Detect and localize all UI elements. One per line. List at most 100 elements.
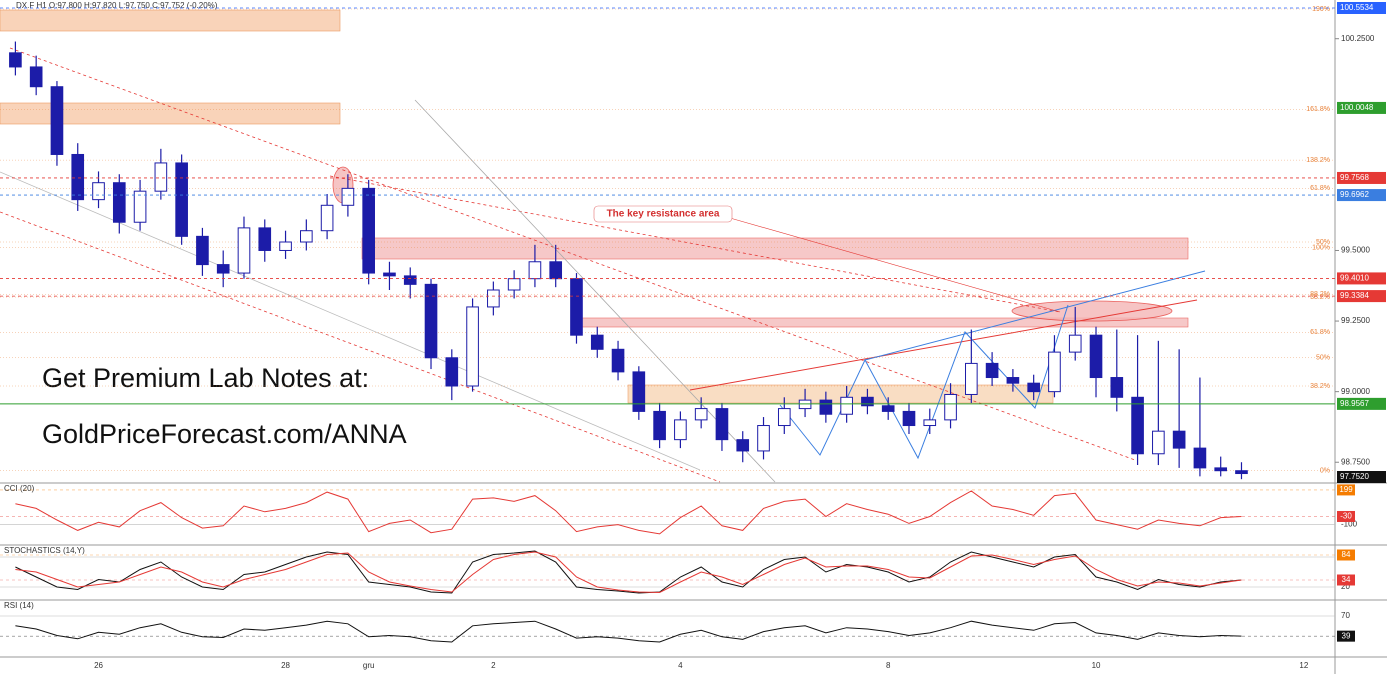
candle-body	[819, 399, 833, 415]
x-tick-label: 10	[1092, 661, 1101, 670]
price-badge	[1337, 290, 1386, 303]
candle-body	[300, 230, 313, 243]
candle-body	[71, 153, 85, 201]
zone	[361, 237, 1189, 260]
annotation-pointer	[729, 217, 1061, 313]
trend-line	[864, 270, 1206, 361]
candle-body	[112, 182, 126, 223]
y-tick-label: 99.2500	[1341, 316, 1370, 325]
value-badge-label: 84	[1342, 550, 1351, 559]
value-badge	[1337, 484, 1355, 496]
candle-body	[1110, 377, 1124, 398]
candle-body	[1068, 334, 1082, 353]
y-tick-label: 100.2500	[1341, 34, 1375, 43]
x-tick-label: gru	[363, 661, 375, 670]
fib-label: 38.2%	[1310, 294, 1330, 301]
x-tick-label: 4	[678, 661, 683, 670]
price-badge	[1337, 189, 1386, 202]
indicator-line	[15, 490, 1242, 535]
y-tick-label: -100	[1341, 520, 1358, 529]
channel-line	[9, 47, 1136, 461]
candle-body	[92, 182, 105, 201]
indicator-line	[15, 620, 1242, 643]
candle-body	[341, 187, 355, 206]
x-tick-label: 28	[281, 661, 290, 670]
candle-body	[653, 410, 666, 441]
price-badge-label: 100.0048	[1340, 103, 1374, 112]
ellipse	[1011, 300, 1173, 322]
fib-label: 61.8%	[1310, 185, 1330, 192]
candle-body	[175, 162, 188, 237]
fib-label: 88.2%	[1310, 291, 1330, 298]
candle-body	[715, 408, 729, 441]
x-tick-label: 2	[491, 661, 496, 670]
y-tick-label: 98.7500	[1341, 457, 1370, 466]
candle-body	[965, 362, 978, 395]
candle-body	[258, 227, 272, 251]
fib-label: 138.2%	[1306, 157, 1330, 164]
candle-body	[694, 408, 708, 421]
y-tick-label: 20	[1341, 582, 1350, 591]
indicator-line	[15, 550, 1242, 594]
candle-body	[923, 419, 937, 427]
overlay-text: GoldPriceForecast.com/ANNA	[42, 419, 407, 449]
candle-body	[29, 66, 43, 88]
fib-label: 50%	[1316, 239, 1330, 246]
candle-body	[528, 261, 542, 280]
value-badge	[1337, 630, 1355, 642]
candle-body	[1235, 470, 1248, 475]
zone	[0, 102, 341, 125]
candle-body	[487, 289, 500, 308]
candle-body	[9, 52, 22, 68]
candle-body	[216, 264, 230, 274]
indicator-title: STOCHASTICS (14,Y)	[4, 546, 85, 555]
candle-body	[279, 241, 292, 251]
candle-body	[424, 283, 438, 359]
candle-body	[881, 405, 895, 412]
candle-body	[1027, 382, 1040, 393]
candle-body	[1089, 334, 1103, 379]
candle-body	[466, 306, 479, 387]
candle-body	[1214, 467, 1228, 472]
fib-label: 38.2%	[1310, 383, 1330, 390]
fib-label: 100%	[1312, 244, 1330, 251]
x-tick-label: 12	[1299, 661, 1308, 670]
candle-body	[632, 371, 646, 412]
price-badge-label: 100.5534	[1340, 3, 1374, 12]
value-badge-label: 199	[1339, 485, 1353, 494]
fib-label: 0%	[1320, 468, 1330, 475]
fib-label: 161.8%	[1306, 106, 1330, 113]
y-tick-label: 70	[1341, 611, 1350, 620]
price-badge-label: 97.7520	[1340, 472, 1369, 481]
candle-body	[1152, 430, 1165, 455]
price-badge	[1337, 101, 1386, 114]
price-badge	[1337, 397, 1386, 410]
candle-body	[50, 86, 64, 155]
value-badge-label: 39	[1342, 631, 1351, 640]
overlay-text: Get Premium Lab Notes at:	[42, 363, 369, 393]
annotation: The key resistance area	[607, 209, 720, 220]
candle-body	[507, 278, 521, 291]
candle-body	[445, 357, 459, 387]
value-badge	[1337, 510, 1355, 522]
price-badge-label: 99.7568	[1340, 173, 1369, 182]
price-badge-label: 99.4010	[1340, 274, 1369, 283]
candle-body	[840, 396, 853, 415]
channel-line	[329, 175, 1061, 313]
candle-body	[757, 425, 770, 452]
value-badge-label: 34	[1342, 575, 1351, 584]
indicator-title: RSI (14)	[4, 601, 34, 610]
candle-body	[944, 393, 957, 421]
channel-line	[0, 211, 721, 483]
x-tick-label: 26	[94, 661, 103, 670]
fib-label: 61.8%	[1310, 329, 1330, 336]
wave-pattern	[779, 304, 1069, 460]
candle-body	[590, 334, 604, 350]
price-badge	[1337, 272, 1386, 285]
candle-body	[570, 278, 583, 336]
value-badge	[1337, 574, 1355, 586]
zone	[0, 9, 341, 32]
candle-body	[985, 362, 999, 379]
